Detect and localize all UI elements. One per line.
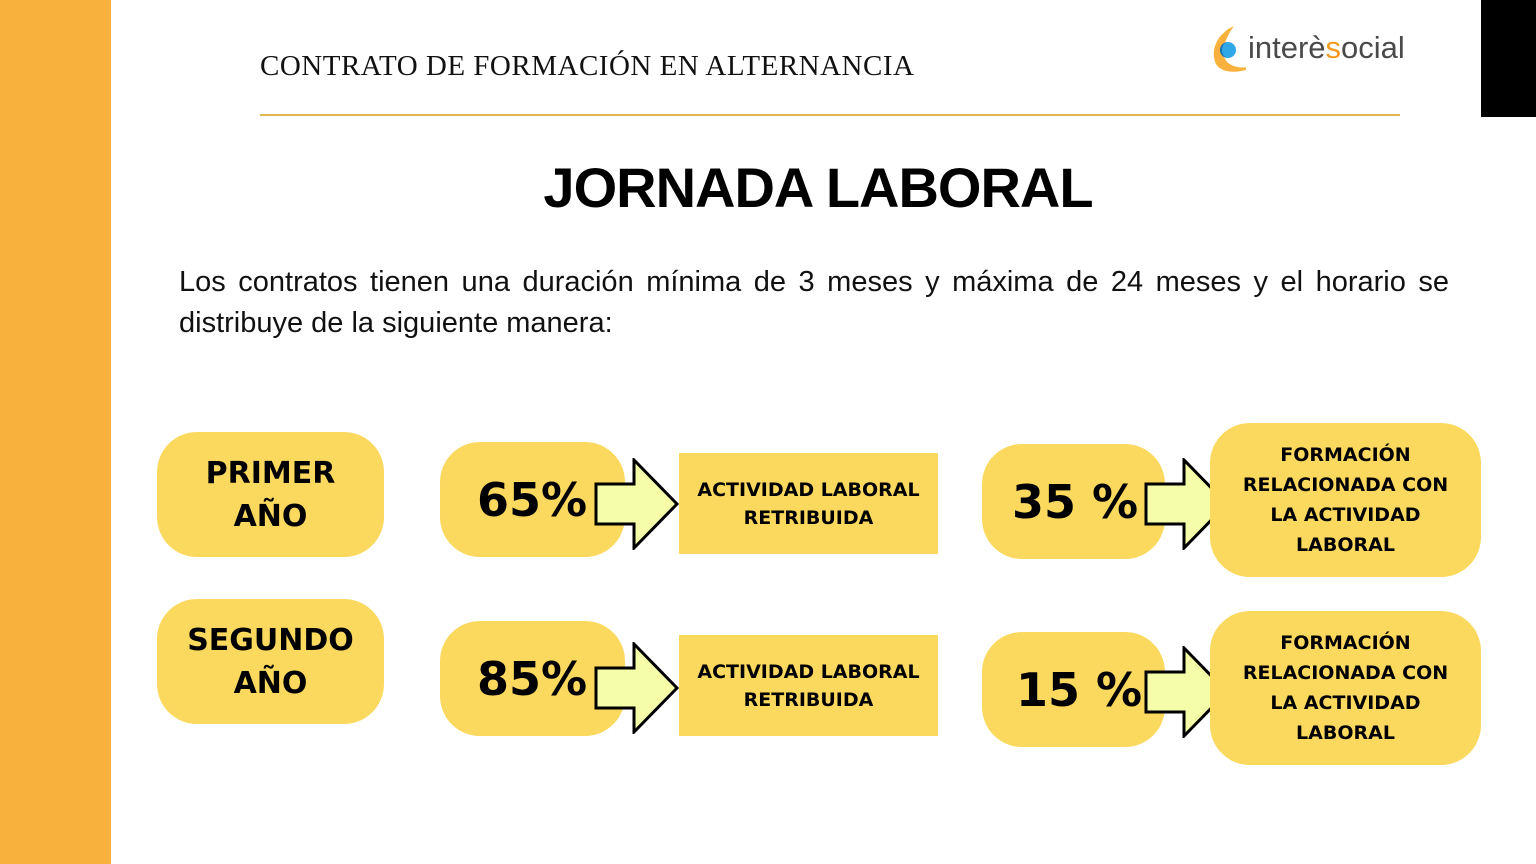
arrow-right-icon [1144, 646, 1230, 738]
sidebar-accent [0, 0, 111, 864]
arrow-right-icon [594, 458, 680, 550]
corner-block [1481, 0, 1536, 117]
arrow-right-icon [594, 642, 680, 734]
training-percentage: 15 % [982, 632, 1165, 747]
work-percentage: 65% [440, 442, 625, 557]
page-title: JORNADA LABORAL [543, 156, 1093, 219]
work-label: ACTIVIDAD LABORAL RETRIBUIDA [679, 635, 938, 736]
work-percentage: 85% [440, 621, 625, 736]
header-title: CONTRATO DE FORMACIÓN EN ALTERNANCIA [260, 50, 915, 82]
work-label: ACTIVIDAD LABORAL RETRIBUIDA [679, 453, 938, 554]
year-label-segundo: SEGUNDO AÑO [157, 599, 384, 724]
training-label: FORMACIÓN RELACIONADA CON LA ACTIVIDAD L… [1210, 611, 1481, 765]
arrow-right-icon [1144, 458, 1230, 550]
training-percentage: 35 % [982, 444, 1165, 559]
intro-text: Los contratos tienen una duración mínima… [179, 266, 1449, 339]
logo: interèsocial [1210, 22, 1405, 74]
year-label-primer: PRIMER AÑO [157, 432, 384, 557]
crescent-logo-icon [1213, 26, 1246, 72]
header-divider [260, 114, 1400, 116]
training-label: FORMACIÓN RELACIONADA CON LA ACTIVIDAD L… [1210, 423, 1481, 577]
logo-text: interèsocial [1248, 30, 1405, 65]
